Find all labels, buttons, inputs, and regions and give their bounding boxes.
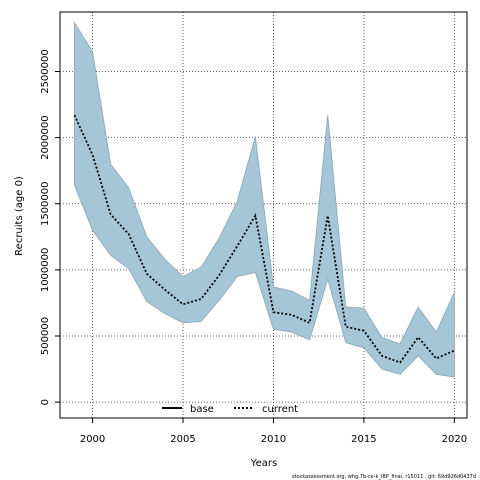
plot-frame [59, 11, 468, 419]
legend: base current [162, 404, 298, 415]
y-tick-label-0: 0 [40, 399, 51, 405]
x-tick-label-0: 2000 [80, 434, 105, 445]
x-axis-title: Years [250, 458, 277, 469]
grid [60, 12, 467, 418]
x-tick-label-2: 2010 [261, 434, 286, 445]
x-axis: 2000 2005 2010 2015 2020 [80, 418, 467, 445]
y-axis-title: Recruits (age 0) [14, 176, 25, 256]
y-tick-label-1: 500000 [40, 317, 51, 355]
x-tick-label-3: 2015 [351, 434, 376, 445]
y-tick-label-4: 2000000 [40, 115, 51, 160]
x-tick-label-1: 2005 [170, 434, 195, 445]
legend-label-current: current [262, 404, 298, 415]
y-tick-label-5: 2500000 [40, 49, 51, 94]
footer-text: stockassessment.org, whg.7b-ce-k_IBP_fin… [292, 474, 476, 480]
x-tick-label-4: 2020 [442, 434, 467, 445]
y-tick-label-3: 1500000 [40, 181, 51, 226]
y-tick-label-2: 1000000 [40, 248, 51, 293]
y-axis: 0 500000 1000000 1500000 2000000 2500000 [40, 49, 60, 405]
confidence-band [74, 21, 455, 378]
confidence-band-area [74, 21, 455, 378]
legend-label-base: base [190, 404, 214, 415]
